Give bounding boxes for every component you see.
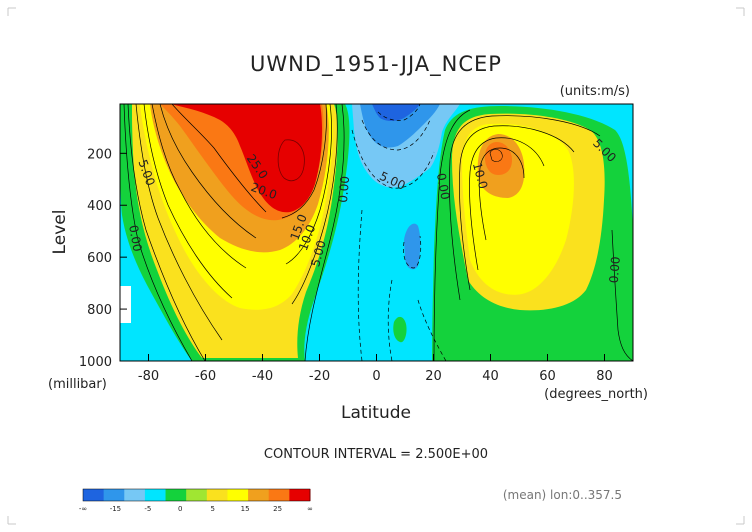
y-axis: 200 400 600 800 1000 [79,147,127,370]
colorbar-label: 5 [210,505,214,513]
sh-jet-core [170,104,323,213]
y-tick-label: 1000 [79,355,112,370]
colorbar-swatch [165,489,187,501]
contour-label: 0.00 [336,175,352,203]
colorbar-label: ∞ [307,505,313,513]
colorbar-label: -∞ [79,505,87,513]
contour-label: 0.00 [607,256,623,284]
y-tick-label: 600 [87,251,112,266]
negative-patch-2 [393,316,407,343]
colorbar-swatch [206,489,228,501]
x-tick-label: 60 [539,369,556,384]
colorbar-swatch [248,489,270,501]
nh-contours [433,109,633,361]
x-axis: -80 -60 -40 -20 0 20 40 60 80 [138,354,613,384]
contour-label: 0.00 [126,224,144,253]
negative-contours [351,104,447,361]
contour-label: 10.0 [470,161,490,190]
contour-label: 0.00 [434,172,452,201]
colorbar-label: 25 [273,505,282,513]
colorbar: -∞ -15 -5 0 5 15 25 ∞ [79,488,313,513]
sh-contours [123,104,345,361]
colorbar-label: -5 [144,505,151,513]
mean-note: (mean) lon:0..357.5 [503,488,622,502]
colorbar-swatch [268,489,290,501]
x-units-label: (degrees_north) [544,387,648,402]
contour-interval-note: CONTOUR INTERVAL = 2.500E+00 [264,447,488,462]
x-tick-label: -80 [138,369,159,384]
colorbar-label: 0 [178,505,182,513]
nh-jet-peak-contour [489,149,503,162]
x-tick-label: 40 [482,369,499,384]
x-tick-label: 80 [596,369,613,384]
contour-label: 5.00 [308,239,328,268]
corner-marks [7,7,745,525]
y-tick-label: 200 [87,147,112,162]
colorbar-swatch [227,489,249,501]
colorbar-swatch [289,489,311,501]
y-units-label: (millibar) [48,377,107,392]
y-tick-label: 800 [87,303,112,318]
colorbar-swatch [144,489,167,501]
x-tick-label: -20 [309,369,330,384]
x-tick-label: -60 [195,369,216,384]
negative-patch-1 [404,223,421,270]
missing-data-patch [120,286,131,323]
colorbar-frame [82,488,311,502]
x-axis-title: Latitude [341,403,411,423]
y-tick-label: 400 [87,199,112,214]
sh-jet-peak [277,139,305,182]
x-tick-label: 0 [372,369,380,384]
colorbar-swatch [83,489,105,501]
units-label: (units:m/s) [560,84,630,99]
y-axis-title: Level [50,210,70,255]
colorbar-swatch [103,489,125,501]
colorbar-swatch [186,489,208,501]
colorbar-swatch [124,489,146,501]
x-tick-label: -40 [252,369,273,384]
colorbar-label: -15 [110,505,121,513]
x-tick-label: 20 [425,369,442,384]
chart-title: UWND_1951-JJA_NCEP [250,52,502,77]
colorbar-label: 15 [241,505,250,513]
